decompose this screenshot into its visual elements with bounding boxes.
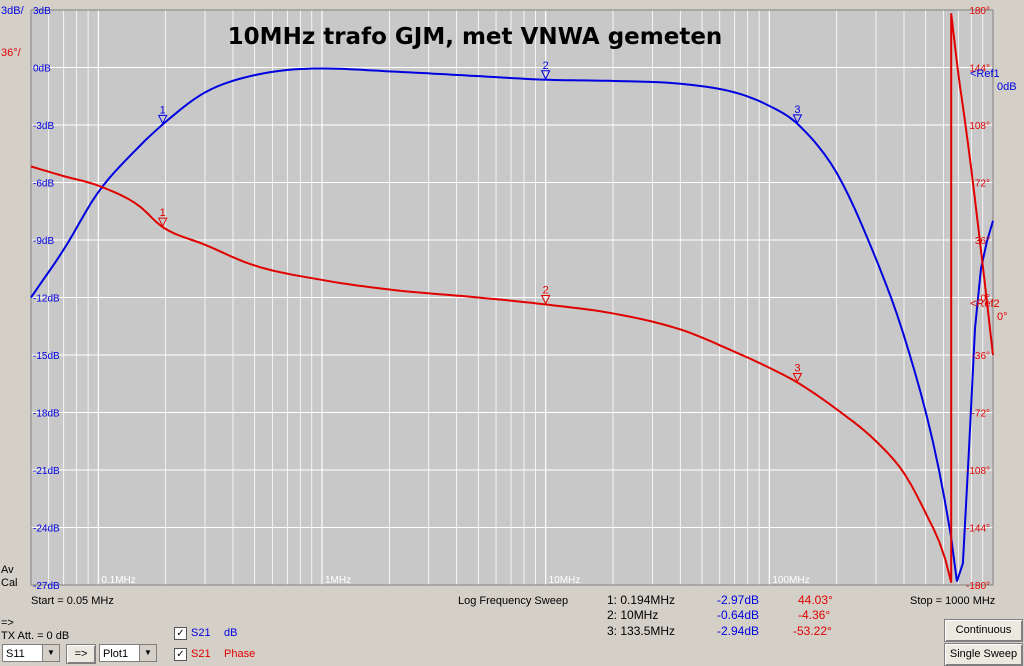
- y-tick-label-phase: 144°: [969, 64, 990, 75]
- marker-2-phase: -4.36°: [798, 608, 831, 622]
- marker-3-db: -2.94dB: [717, 624, 760, 638]
- markers: 1 1 2 2 3 3: [157, 60, 803, 383]
- axis-labels: 3dB 0dB -3dB -6dB -9dB -12dB -15dB -18dB -21dB -2…: [33, 6, 990, 592]
- marker-1-freq: 1: 0.194MHz: [607, 593, 676, 607]
- chevron-down-icon: ▼: [139, 645, 156, 661]
- y-tick-label-db: -9dB: [33, 236, 54, 247]
- y-tick-label-phase: -108°: [966, 466, 990, 477]
- trace1-param: S21: [191, 627, 211, 639]
- marker-1-phase-triangle: [157, 217, 168, 228]
- y-tick-label-db: -12dB: [33, 294, 60, 305]
- marker-3-db-label: 3: [794, 104, 800, 116]
- chart-title: 10MHz trafo GJM, met VNWA gemeten: [228, 24, 723, 50]
- trace1-checkbox[interactable]: ✓: [174, 627, 187, 640]
- s21-db-trace: [30, 67, 994, 582]
- marker-2-freq: 2: 10MHz: [607, 608, 659, 622]
- y-tick-label-phase: -72°: [972, 409, 990, 420]
- single-sweep-button[interactable]: Single Sweep: [944, 643, 1023, 666]
- x-tick-label: 100MHz: [772, 575, 809, 586]
- av-label: Av: [1, 564, 14, 576]
- marker-3-phase-label: 3: [794, 363, 800, 375]
- start-frequency: Start = 0.05 MHz: [31, 595, 114, 607]
- y-tick-label-phase: 36°: [975, 236, 990, 247]
- trace1-type: dB: [224, 627, 238, 639]
- marker-1-db-label: 1: [160, 104, 166, 116]
- s21-phase-trace: [30, 13, 994, 583]
- marker-1-db-triangle: [157, 114, 168, 125]
- marker-2-db: -0.64dB: [717, 608, 760, 622]
- grid-lines: [30, 9, 994, 586]
- trace2-param: S21: [191, 648, 211, 660]
- y-tick-label-db: -6dB: [33, 179, 54, 190]
- marker-3-phase: -53.22°: [793, 624, 832, 638]
- y-tick-label-phase: 108°: [969, 121, 990, 132]
- y-tick-label-db: -21dB: [33, 466, 60, 477]
- marker-2-db-label: 2: [543, 60, 549, 72]
- assign-trace-button[interactable]: =>: [66, 644, 96, 664]
- x-tick-label: 10MHz: [549, 575, 581, 586]
- plot-select-value: Plot1: [103, 648, 129, 660]
- y-tick-label-db: -15dB: [33, 351, 60, 362]
- marker-3-freq: 3: 133.5MHz: [607, 624, 676, 638]
- trace-parameter-select[interactable]: S11 ▼: [2, 644, 60, 662]
- x-tick-label: 1MHz: [325, 575, 351, 586]
- ref1-value: 0dB: [997, 81, 1017, 93]
- y-tick-label-phase: -180°: [966, 581, 990, 592]
- y-tick-label-phase: 72°: [975, 179, 990, 190]
- trace2-type: Phase: [224, 648, 256, 660]
- marker-1-db: -2.97dB: [717, 593, 760, 607]
- y-tick-label-phase: -36°: [972, 351, 990, 362]
- y-tick-label-db: -3dB: [33, 121, 54, 132]
- marker-3-phase-triangle: [792, 373, 803, 383]
- y-tick-label-db: -27dB: [33, 581, 60, 592]
- scroll-arrow-label: =>: [1, 617, 14, 629]
- vnwa-chart: 1 1 2 2 3 3 3dB 0dB -3dB -6dB -9dB -12dB -15dB -18dB…: [30, 6, 994, 592]
- tx-attenuation: TX Att. = 0 dB: [1, 630, 70, 642]
- traces: [30, 13, 994, 583]
- y-tick-label-db: -24dB: [33, 524, 60, 535]
- y-tick-label-db: -18dB: [33, 409, 60, 420]
- x-tick-label: 0.1MHz: [101, 575, 135, 586]
- ref2-value: 0°: [997, 311, 1008, 323]
- y-tick-label-db: 0dB: [33, 64, 51, 75]
- y-tick-label-phase: 180°: [969, 6, 990, 17]
- marker-1-phase-label: 1: [160, 207, 166, 219]
- marker-2-phase-triangle: [540, 294, 551, 305]
- cal-label: Cal: [1, 577, 18, 589]
- trace2-checkbox[interactable]: ✓: [174, 648, 187, 661]
- y-tick-label-phase: -144°: [966, 524, 990, 535]
- y-tick-label-db: 3dB: [33, 6, 51, 17]
- marker-3-db-triangle: [792, 114, 803, 124]
- ref1-label: <Ref1: [970, 68, 1000, 80]
- continuous-sweep-button[interactable]: Continuous: [944, 619, 1023, 642]
- ref2-label: <Ref2: [970, 298, 1000, 310]
- marker-2-phase-label: 2: [543, 284, 549, 296]
- stop-frequency: Stop = 1000 MHz: [910, 595, 996, 607]
- right-axis-unit: 36°/: [1, 47, 21, 59]
- sweep-type: Log Frequency Sweep: [458, 595, 569, 607]
- chevron-down-icon: ▼: [42, 645, 59, 661]
- trace-parameter-value: S11: [6, 648, 25, 660]
- left-axis-unit: 3dB/: [1, 5, 24, 17]
- marker-2-db-triangle: [540, 70, 551, 80]
- y-tick-label-phase: 0°: [980, 294, 990, 305]
- plot-select[interactable]: Plot1 ▼: [99, 644, 157, 662]
- marker-1-phase: 44.03°: [798, 593, 833, 607]
